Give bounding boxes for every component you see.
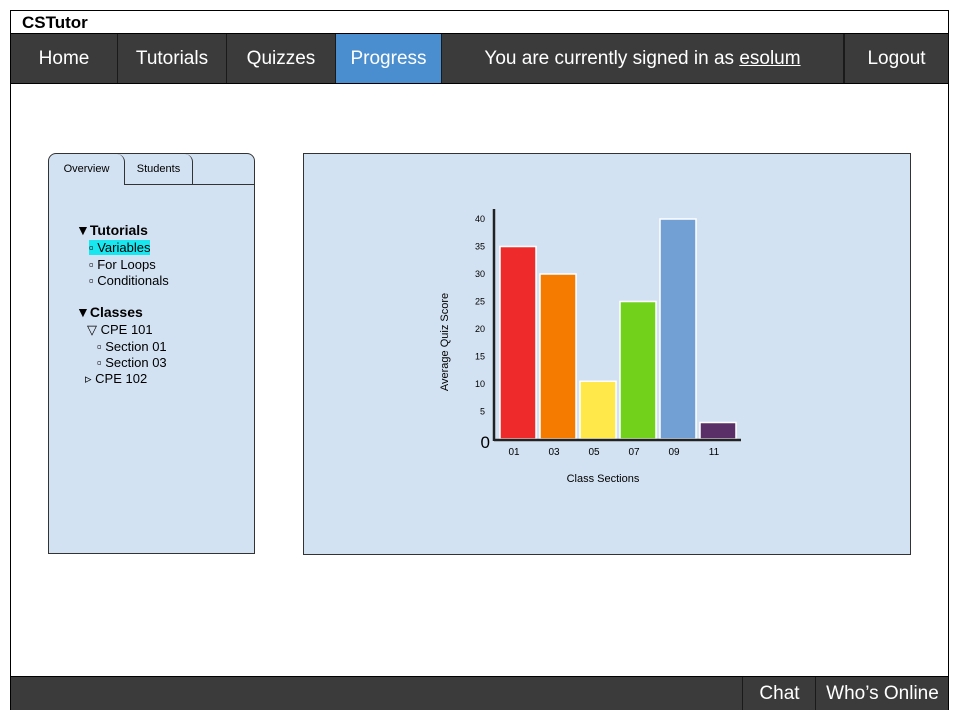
classes-heading[interactable]: ▼Classes bbox=[76, 304, 143, 320]
nav-progress[interactable]: Progress bbox=[336, 34, 442, 83]
signed-in-prefix: You are currently signed in as bbox=[484, 48, 740, 69]
x-tick-label: 05 bbox=[588, 447, 600, 458]
nav-quizzes[interactable]: Quizzes bbox=[227, 34, 336, 83]
bar-chart: 5 10 15 20 25 30 35 40 01 03 05 07 09 11 0 Class Sec… bbox=[439, 209, 741, 485]
logout-button[interactable]: Logout bbox=[844, 34, 948, 83]
tutorials-heading[interactable]: ▼Tutorials bbox=[76, 222, 148, 238]
x-tick-label: 11 bbox=[709, 447, 720, 458]
bar-section-01 bbox=[499, 245, 537, 440]
y-tick-label: 35 bbox=[475, 242, 485, 252]
whos-online-button[interactable]: Who’s Online bbox=[815, 677, 949, 710]
username-link[interactable]: esolum bbox=[739, 48, 801, 69]
bars-group bbox=[499, 218, 737, 440]
y-ticks-group: 5 10 15 20 25 30 35 40 bbox=[475, 214, 485, 417]
y-tick-label: 20 bbox=[475, 324, 485, 334]
tab-overview[interactable]: Overview bbox=[49, 154, 125, 185]
y-tick-label: 5 bbox=[480, 407, 485, 417]
y-tick-label: 25 bbox=[475, 297, 485, 307]
origin-label: 0 bbox=[481, 433, 490, 452]
class-cpe-101[interactable]: ▽ CPE 101 bbox=[87, 322, 153, 337]
x-axis-label: Class Sections bbox=[567, 473, 640, 485]
bar-section-05 bbox=[579, 380, 617, 440]
bar-section-09 bbox=[659, 218, 697, 440]
x-tick-label: 07 bbox=[628, 447, 640, 458]
x-tick-label: 03 bbox=[548, 447, 560, 458]
nav-tutorials[interactable]: Tutorials bbox=[118, 34, 227, 83]
footer-bar: Chat Who’s Online bbox=[11, 676, 948, 710]
nav-bar: Home Tutorials Quizzes Progress You are … bbox=[11, 33, 948, 84]
x-tick-label: 09 bbox=[668, 447, 680, 458]
x-ticks-group: 01 03 05 07 09 11 bbox=[508, 447, 719, 458]
chat-button[interactable]: Chat bbox=[742, 677, 816, 710]
signed-in-status: You are currently signed in as esolum bbox=[442, 34, 844, 83]
tab-divider bbox=[193, 184, 254, 185]
tutorial-conditionals[interactable]: ▫ Conditionals bbox=[89, 273, 169, 288]
section-01[interactable]: ▫ Section 01 bbox=[97, 339, 167, 354]
nav-home[interactable]: Home bbox=[11, 34, 118, 83]
y-axis-label: Average Quiz Score bbox=[439, 293, 451, 391]
class-cpe-102[interactable]: ▹ CPE 102 bbox=[85, 371, 148, 386]
y-tick-label: 10 bbox=[475, 379, 485, 389]
navigation-panel: Overview Students ▼Tutorials ▫ Variables… bbox=[48, 153, 255, 554]
tab-students[interactable]: Students bbox=[125, 154, 193, 185]
app-title: CSTutor bbox=[22, 13, 88, 32]
tutorial-for-loops[interactable]: ▫ For Loops bbox=[89, 257, 156, 272]
bar-section-07 bbox=[619, 300, 657, 440]
y-tick-label: 30 bbox=[475, 269, 485, 279]
x-tick-label: 01 bbox=[508, 447, 520, 458]
section-03[interactable]: ▫ Section 03 bbox=[97, 355, 167, 370]
tutorial-variables[interactable]: ▫ Variables bbox=[89, 240, 151, 255]
progress-chart-panel: 5 10 15 20 25 30 35 40 01 03 05 07 09 11 0 Class Sec… bbox=[303, 153, 911, 555]
bar-section-03 bbox=[539, 273, 577, 440]
y-tick-label: 40 bbox=[475, 214, 485, 224]
bar-section-11 bbox=[699, 421, 737, 440]
y-tick-label: 15 bbox=[475, 352, 485, 362]
tutorial-variables-label: ▫ Variables bbox=[89, 240, 151, 255]
